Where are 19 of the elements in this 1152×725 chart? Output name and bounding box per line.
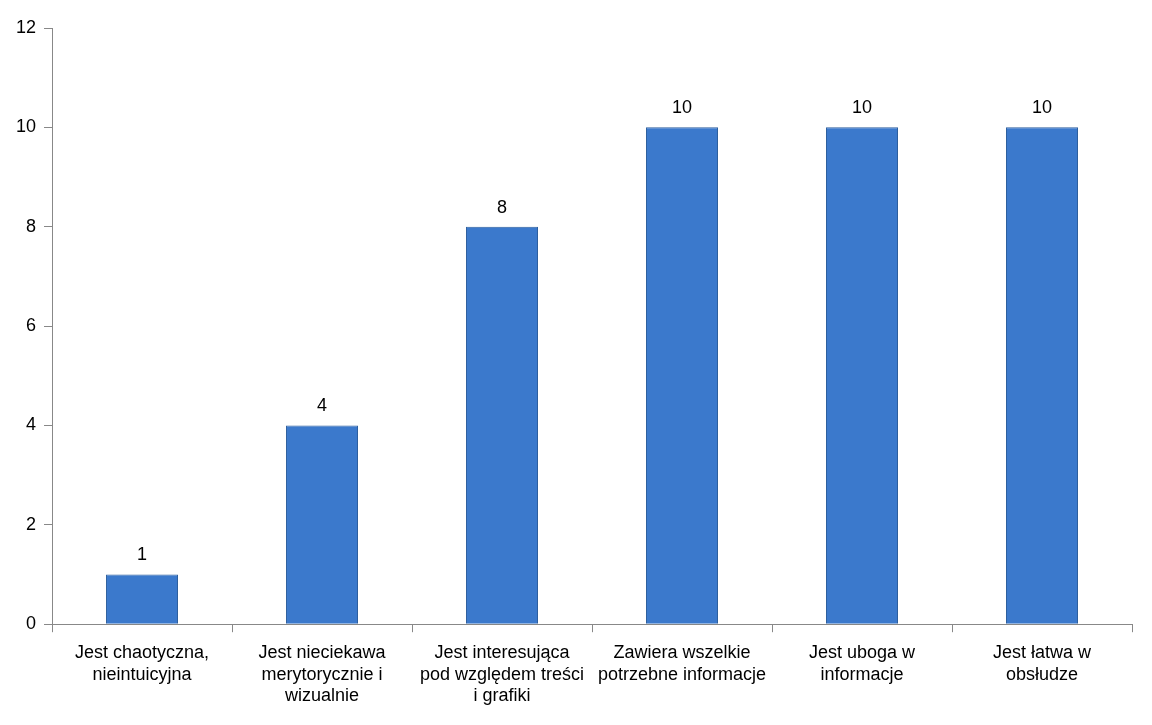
x-tick-label: Jest uboga w informacje: [808, 641, 917, 684]
y-tick-label: 10: [15, 116, 37, 137]
data-label: 10: [1031, 97, 1053, 118]
y-tick-label: 12: [15, 16, 37, 37]
y-tick-label: 4: [26, 414, 37, 435]
y-tick-label: 6: [26, 315, 37, 336]
x-tick-label: Jest interesująca pod względem treści i grafiki: [419, 641, 585, 706]
y-tick-label: 0: [26, 613, 37, 634]
y-tick-label: 8: [26, 215, 37, 236]
data-label: 1: [137, 544, 148, 565]
y-tick-label: 2: [26, 513, 37, 534]
x-tick-label: Jest łatwa w obsłudze: [992, 641, 1093, 684]
data-label: 10: [851, 97, 873, 118]
x-tick-label: Jest nieciekawa merytorycznie i wizualnie: [258, 641, 387, 706]
data-label: 8: [497, 196, 508, 217]
x-tick-label: Zawiera wszelkie potrzebne informacje: [597, 641, 767, 684]
data-label: 4: [317, 395, 328, 416]
data-label: 10: [671, 97, 693, 118]
x-tick-label: Jest chaotyczna, nieintuicyjna: [74, 641, 210, 684]
